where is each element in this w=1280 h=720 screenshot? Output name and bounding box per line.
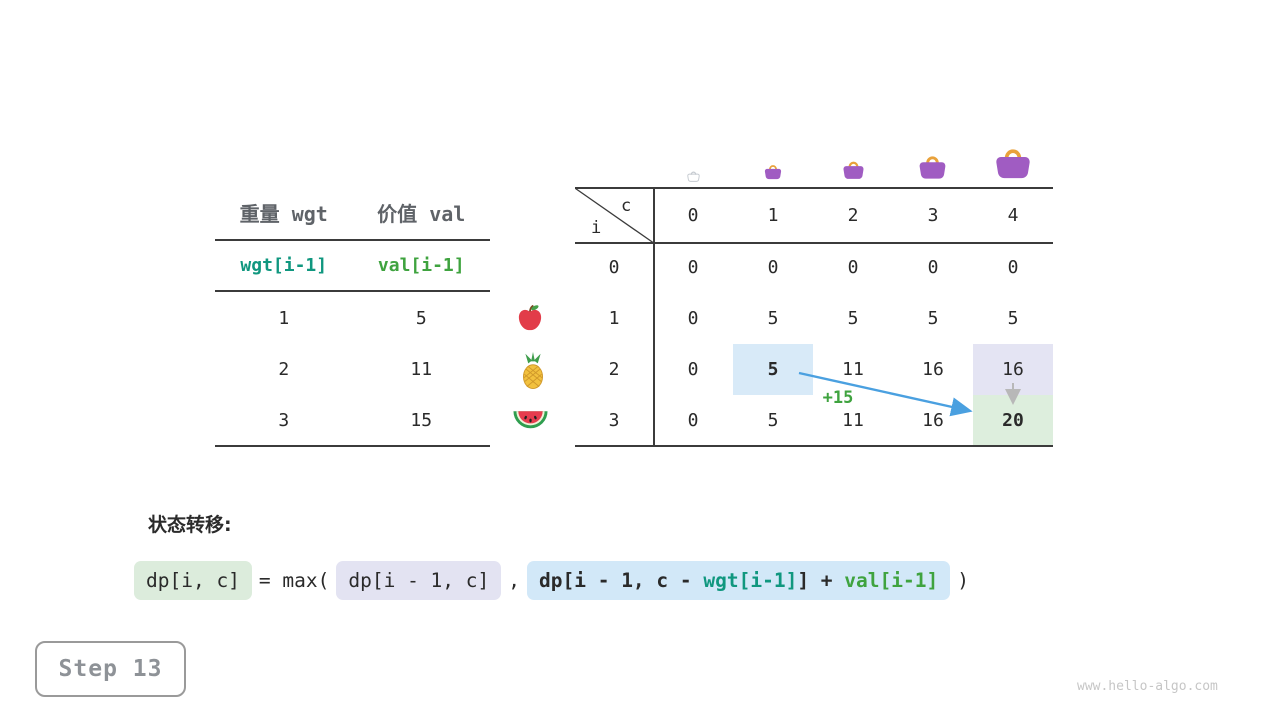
take-chip-plus: ] + <box>797 569 845 592</box>
item-weight: 1 <box>278 308 290 329</box>
dp-divider-bottom <box>575 445 1053 447</box>
bag-small-icon <box>764 163 782 184</box>
items-divider-bottom <box>215 445 490 447</box>
dp-result-chip: dp[i, c] <box>134 561 252 600</box>
comma-separator: , <box>508 569 521 592</box>
dp-col-header: 0 <box>687 204 699 226</box>
dp-cell: 5 <box>767 409 779 431</box>
step-label: Step 13 <box>58 656 163 682</box>
dp-cell-current: 20 <box>973 394 1053 446</box>
watermelon-icon <box>512 408 549 437</box>
corner-label-c: c <box>621 196 632 216</box>
dp-cell: 0 <box>1007 257 1019 279</box>
items-header-weight: 重量 wgt <box>239 201 328 226</box>
apple-icon <box>514 302 546 338</box>
dp-corner-cell: c i <box>575 188 653 243</box>
close-paren: ) <box>957 569 969 592</box>
item-weight: 2 <box>278 359 290 380</box>
dp-cell: 0 <box>687 257 699 279</box>
bag-outline-icon <box>687 167 700 186</box>
dp-cell: 0 <box>847 257 859 279</box>
bag-xlarge-icon <box>994 145 1032 184</box>
items-formula-val: val[i-1] <box>377 255 465 276</box>
dp-cell: 0 <box>927 257 939 279</box>
take-chip-wgt-token: wgt[i-1] <box>703 569 798 592</box>
dp-col-header: 2 <box>847 204 859 226</box>
dp-col-header: 4 <box>1007 204 1019 226</box>
dp-col-header: 3 <box>927 204 939 226</box>
keep-option-chip: dp[i - 1, c] <box>336 561 502 600</box>
bag-large-icon <box>918 153 947 184</box>
item-weight: 3 <box>278 410 290 431</box>
dp-cell: 5 <box>1007 308 1019 330</box>
dp-row-header: 3 <box>608 409 620 431</box>
items-formula-row: wgt[i-1] val[i-1] <box>215 240 490 291</box>
step-box: Step 13 <box>35 641 186 697</box>
dp-cell-keep: 16 <box>973 344 1053 395</box>
dp-cell: 16 <box>922 358 944 380</box>
dp-cell: 0 <box>687 308 699 330</box>
max-operator-text: = max( <box>258 569 330 592</box>
dp-cell: 5 <box>767 308 779 330</box>
items-row-3: 3 15 <box>215 395 490 446</box>
items-formula-wgt: wgt[i-1] <box>240 255 328 276</box>
dp-cell: 0 <box>767 257 779 279</box>
watermark: www.hello-algo.com <box>1077 679 1218 694</box>
take-option-chip: dp[i - 1, c - wgt[i-1]] + val[i-1] <box>527 561 951 600</box>
item-value: 11 <box>410 359 433 380</box>
bag-medium-icon <box>842 159 865 184</box>
dp-cell: 0 <box>687 358 699 380</box>
dp-row-header: 2 <box>608 358 620 380</box>
take-chip-prefix: dp[i - 1, c - <box>539 569 704 592</box>
transition-title: 状态转移: <box>148 514 232 536</box>
items-row-1: 1 5 <box>215 293 490 344</box>
dp-divider-vertical <box>653 187 655 446</box>
items-header-value: 价值 val <box>377 201 466 226</box>
dp-cell: 16 <box>922 409 944 431</box>
dp-cell: 11 <box>842 409 864 431</box>
dp-cell: 5 <box>927 308 939 330</box>
items-row-2: 2 11 <box>215 344 490 395</box>
take-chip-val-token: val[i-1] <box>844 569 939 592</box>
pineapple-icon <box>515 350 551 394</box>
dp-table: c i 0 1 2 3 4 0 0 0 0 0 0 1 0 5 5 5 5 2 … <box>575 188 1053 446</box>
transition-formula: dp[i, c] = max( dp[i - 1, c] , dp[i - 1,… <box>134 561 976 600</box>
dp-cell-source: 5 <box>733 344 813 395</box>
value-gain-label: +15 <box>822 388 854 408</box>
items-header-row: 重量 wgt 价值 val <box>215 186 490 238</box>
item-value: 15 <box>410 410 433 431</box>
item-value: 5 <box>415 308 427 329</box>
dp-divider-top <box>575 187 1053 189</box>
dp-cell: 0 <box>687 409 699 431</box>
items-divider-top <box>215 239 490 241</box>
corner-label-i: i <box>591 218 602 238</box>
items-divider-mid <box>215 290 490 292</box>
dp-divider-header <box>575 242 1053 244</box>
dp-cell: 5 <box>847 308 859 330</box>
dp-col-header: 1 <box>767 204 779 226</box>
dp-row-header: 0 <box>608 257 620 279</box>
dp-row-header: 1 <box>608 308 620 330</box>
